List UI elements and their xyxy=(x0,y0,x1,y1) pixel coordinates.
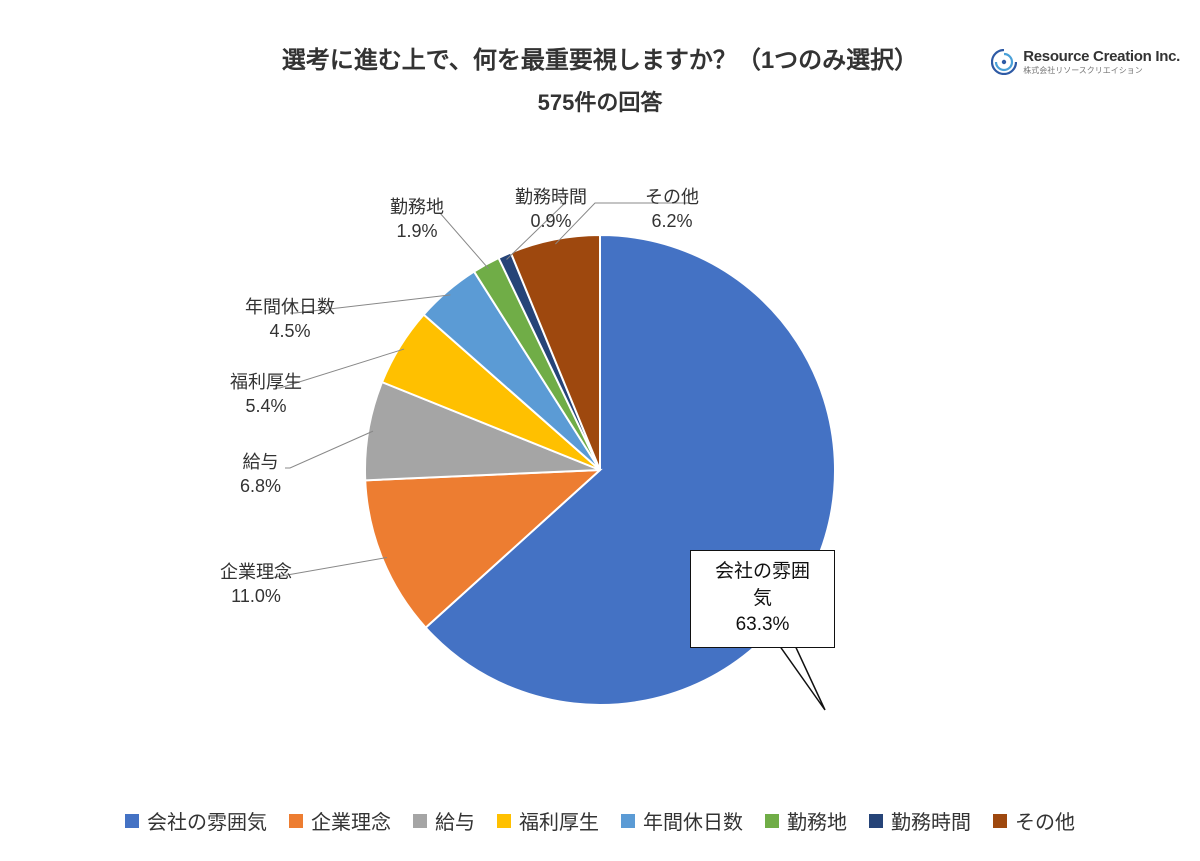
slice-label: 勤務時間0.9% xyxy=(515,185,587,234)
chart-subtitle: 575件の回答 xyxy=(0,85,1200,117)
slice-label: 福利厚生5.4% xyxy=(230,370,302,419)
slice-label: 勤務地1.9% xyxy=(390,195,444,244)
logo-text: Resource Creation Inc. xyxy=(1023,48,1180,65)
slice-label: 年間休日数4.5% xyxy=(245,295,335,344)
logo-subtext: 株式会社リソースクリエイション xyxy=(1023,65,1180,76)
slice-callout: 会社の雰囲気63.3% xyxy=(690,550,835,648)
slice-label: その他6.2% xyxy=(645,185,699,234)
company-logo: Resource Creation Inc. 株式会社リソースクリエイション xyxy=(991,48,1180,76)
logo-icon xyxy=(991,49,1017,75)
pie-chart: 会社の雰囲気63.3%企業理念11.0%給与6.8%福利厚生5.4%年間休日数4… xyxy=(365,235,835,705)
slice-label: 企業理念11.0% xyxy=(220,560,292,609)
slice-label: 給与6.8% xyxy=(240,450,281,499)
